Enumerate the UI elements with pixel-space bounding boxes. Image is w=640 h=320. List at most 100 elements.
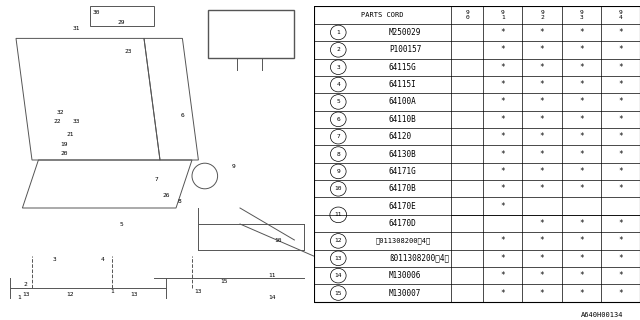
Text: 9
1: 9 1 [501,10,505,20]
Text: 64170E: 64170E [389,202,417,211]
Text: *: * [618,63,623,72]
Text: *: * [540,115,545,124]
Text: *: * [579,63,584,72]
Text: 9
0: 9 0 [465,10,469,20]
Text: *: * [579,236,584,245]
Text: *: * [579,98,584,107]
Text: *: * [618,289,623,298]
Text: 4: 4 [100,257,104,262]
Text: *: * [579,45,584,54]
Text: *: * [579,167,584,176]
Text: 10: 10 [335,186,342,191]
Text: *: * [618,254,623,263]
Text: 6: 6 [180,113,184,118]
Text: *: * [500,63,505,72]
Text: *: * [540,45,545,54]
Text: M130007: M130007 [389,289,421,298]
Text: 11: 11 [268,273,276,278]
Text: *: * [579,219,584,228]
Text: 9
4: 9 4 [618,10,622,20]
Text: *: * [540,28,545,37]
Text: 64130B: 64130B [389,149,417,158]
Text: 64120: 64120 [389,132,412,141]
Text: 12: 12 [335,238,342,244]
Text: *: * [540,63,545,72]
Text: 9
3: 9 3 [579,10,583,20]
Text: *: * [618,98,623,107]
Text: 5: 5 [120,221,124,227]
Text: *: * [540,271,545,280]
Text: *: * [540,236,545,245]
Text: 20: 20 [60,151,68,156]
Text: 64170B: 64170B [389,184,417,193]
Text: 6: 6 [337,117,340,122]
Text: 9: 9 [337,169,340,174]
Text: *: * [500,98,505,107]
Text: 1: 1 [337,30,340,35]
Text: 64115G: 64115G [389,63,417,72]
Text: *: * [618,28,623,37]
Text: 10: 10 [275,237,282,243]
Text: 13: 13 [195,289,202,294]
Text: 4: 4 [337,82,340,87]
Text: 22: 22 [54,119,61,124]
Text: *: * [579,80,584,89]
Text: *: * [540,254,545,263]
Text: *: * [579,132,584,141]
Text: *: * [540,289,545,298]
Text: 12: 12 [67,292,74,297]
Text: *: * [618,271,623,280]
Text: *: * [540,80,545,89]
Text: 64170D: 64170D [389,219,417,228]
Text: 8: 8 [177,199,181,204]
Text: 5: 5 [337,100,340,104]
Text: PARTS CORD: PARTS CORD [361,12,403,18]
Text: *: * [540,132,545,141]
Text: 2: 2 [24,282,28,287]
Text: *: * [500,45,505,54]
Text: *: * [500,132,505,141]
Text: *: * [540,149,545,158]
Text: 13: 13 [131,292,138,297]
Text: 8: 8 [337,152,340,156]
Text: *: * [500,80,505,89]
Text: 30: 30 [92,10,100,15]
Text: *: * [579,115,584,124]
Text: *: * [579,271,584,280]
Text: M250029: M250029 [389,28,421,37]
Text: 15: 15 [335,291,342,296]
Text: *: * [618,45,623,54]
Text: 9
2: 9 2 [540,10,544,20]
Text: 7: 7 [337,134,340,139]
Text: 23: 23 [124,49,132,54]
Text: *: * [540,98,545,107]
Text: 14: 14 [268,295,276,300]
Text: *: * [500,167,505,176]
Text: *: * [540,167,545,176]
Text: *: * [618,80,623,89]
Text: *: * [540,184,545,193]
Text: 64100A: 64100A [389,98,417,107]
Text: 21: 21 [67,132,74,137]
Text: 1: 1 [17,295,21,300]
Text: 2: 2 [337,47,340,52]
Text: 31: 31 [73,26,81,31]
Text: 64115I: 64115I [389,80,417,89]
Text: *: * [500,184,505,193]
Text: *: * [618,115,623,124]
Text: 64110B: 64110B [389,115,417,124]
Text: A640H00134: A640H00134 [581,312,624,318]
Text: 26: 26 [163,193,170,198]
Text: 11: 11 [335,212,342,217]
Text: *: * [618,149,623,158]
Text: *: * [500,149,505,158]
Text: 64171G: 64171G [389,167,417,176]
Text: 33: 33 [73,119,81,124]
Text: *: * [579,184,584,193]
Text: *: * [500,28,505,37]
Text: 1: 1 [110,289,114,294]
Text: 9: 9 [232,164,236,169]
Text: *: * [500,115,505,124]
Text: Ⓑ011308200〈4〉: Ⓑ011308200〈4〉 [375,238,431,244]
Text: *: * [618,132,623,141]
